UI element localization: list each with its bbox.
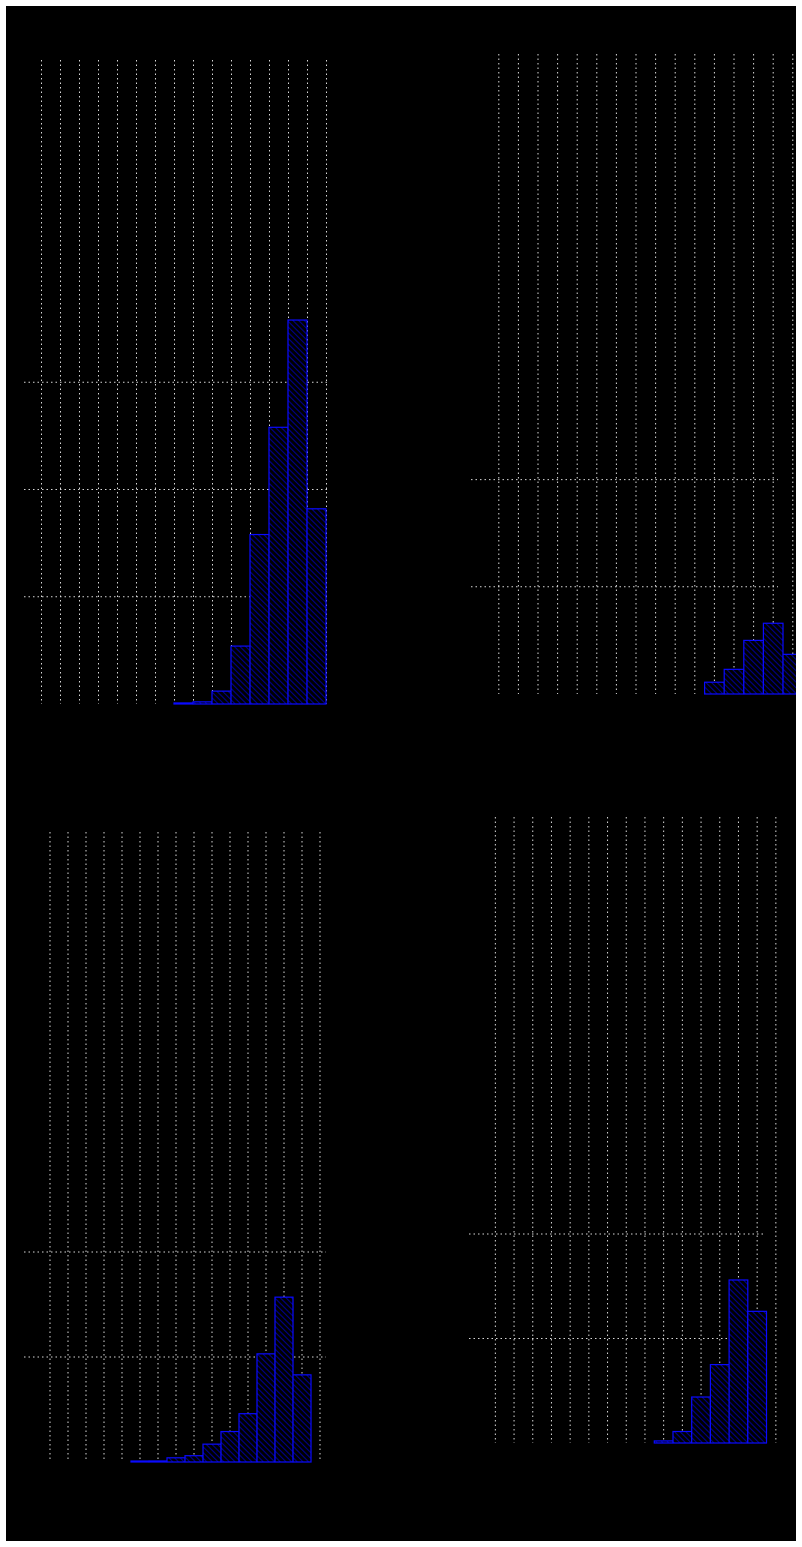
histogram-bar <box>728 1279 749 1444</box>
histogram-bar <box>220 1430 240 1463</box>
histogram-bar <box>691 1396 712 1444</box>
histogram-bar <box>709 1364 730 1444</box>
histogram-panel-top-left <box>24 54 796 1463</box>
histogram-bar <box>274 1296 294 1463</box>
histogram-bar <box>762 622 784 695</box>
histogram-bar <box>653 1440 674 1444</box>
histogram-bar <box>211 690 232 705</box>
histogram-bar <box>723 668 745 695</box>
histogram-bottom-left <box>24 832 326 1463</box>
histogram-bar <box>782 653 796 695</box>
histogram-bar <box>238 1413 258 1463</box>
histogram-bar <box>249 533 270 705</box>
histogram-bar <box>148 1460 168 1463</box>
histogram-bar <box>268 426 289 705</box>
histogram-bar <box>743 639 764 695</box>
histogram-top-left <box>24 60 330 705</box>
histogram-bar <box>230 645 251 705</box>
histogram-bar <box>672 1430 693 1444</box>
histogram-bar <box>287 319 308 705</box>
histogram-bar <box>256 1353 276 1463</box>
histogram-bar <box>703 681 725 695</box>
histogram-bar <box>306 508 327 705</box>
histogram-bar <box>166 1457 186 1463</box>
figure-canvas <box>6 6 796 1541</box>
histogram-bar <box>130 1460 150 1463</box>
histogram-bottom-right <box>469 817 777 1444</box>
histogram-top-right <box>471 54 796 695</box>
histogram-bar <box>202 1443 222 1463</box>
histogram-bar <box>292 1374 312 1463</box>
histogram-bar <box>173 702 194 705</box>
histogram-bar <box>192 701 213 705</box>
histogram-bar <box>747 1310 768 1444</box>
histogram-bar <box>184 1455 204 1463</box>
